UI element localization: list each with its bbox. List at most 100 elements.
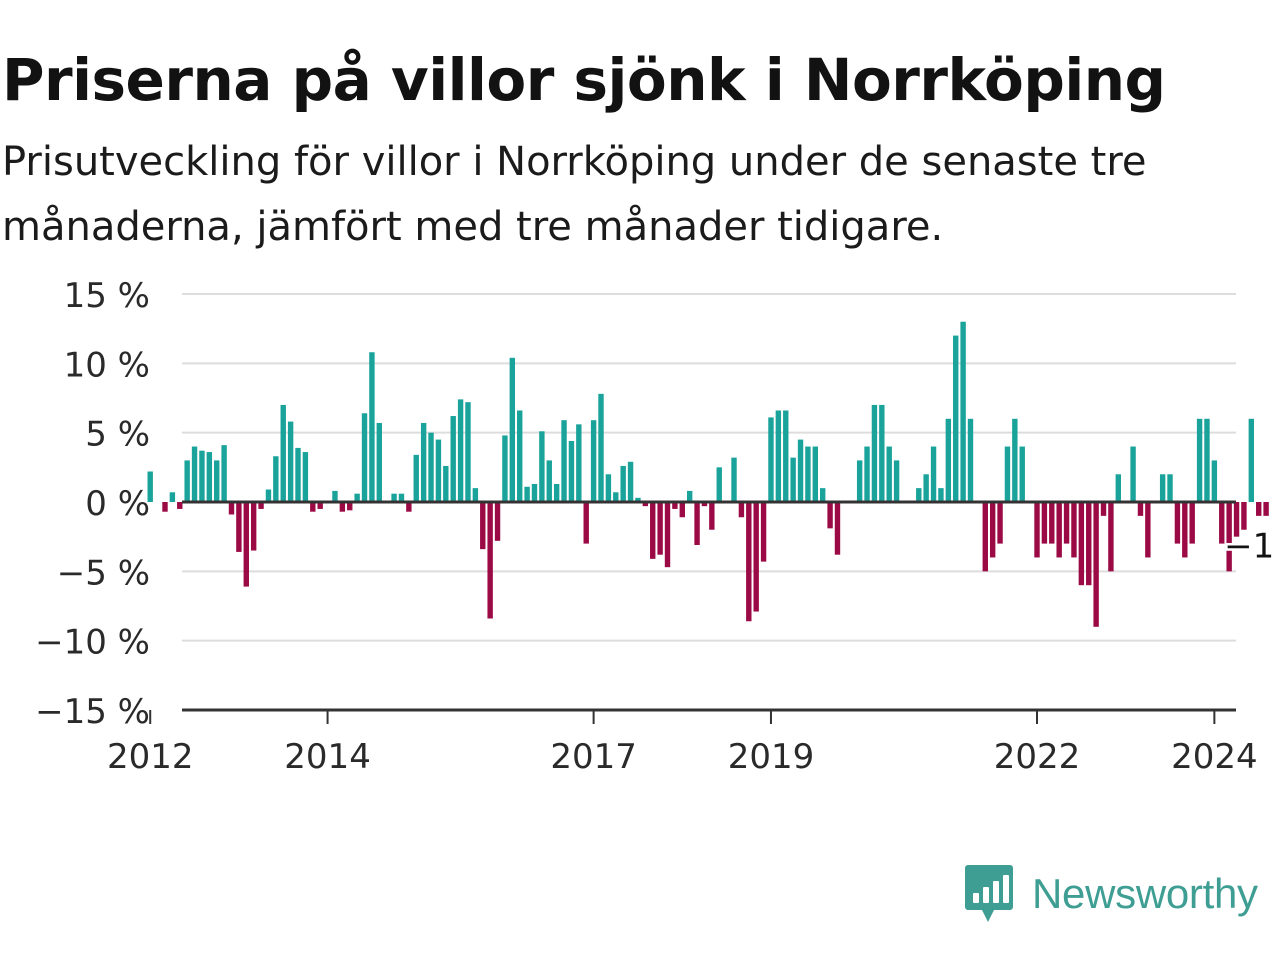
bar xyxy=(923,474,929,502)
bar xyxy=(590,420,597,502)
bar xyxy=(960,321,966,502)
bar xyxy=(420,422,427,502)
bar xyxy=(517,410,523,502)
bar xyxy=(694,502,700,545)
chart-title: Priserna på villor sjönk i Norrköping xyxy=(2,46,1166,114)
newsworthy-icon xyxy=(965,865,1013,922)
bar xyxy=(561,420,567,502)
bar xyxy=(679,502,685,518)
bar xyxy=(361,413,368,502)
bar xyxy=(627,461,634,502)
bar xyxy=(834,502,841,555)
bar-chart: 15 % 10 % 5 % 0 % −5 % −10 % −15 % 2012 2014 2017… xyxy=(35,276,1280,777)
bar xyxy=(228,502,235,515)
bar xyxy=(1130,446,1136,502)
bar xyxy=(1071,502,1077,558)
bar xyxy=(273,456,279,502)
bar xyxy=(1063,502,1070,544)
bar xyxy=(199,450,205,502)
bar xyxy=(147,471,153,502)
bar xyxy=(1196,418,1203,502)
y-tick-label: 0 % xyxy=(85,484,150,524)
bar xyxy=(1204,418,1210,502)
y-tick-label: 5 % xyxy=(85,415,150,455)
bar xyxy=(989,502,996,558)
bar xyxy=(982,502,988,572)
bar xyxy=(450,416,456,502)
bar xyxy=(258,502,264,509)
bar xyxy=(635,497,641,502)
bar xyxy=(642,502,649,507)
bar xyxy=(310,502,316,512)
bar xyxy=(214,460,220,502)
bar xyxy=(539,431,545,502)
bar xyxy=(1182,502,1188,558)
bar xyxy=(820,488,826,502)
bar xyxy=(893,460,900,502)
bar xyxy=(864,446,870,502)
bar xyxy=(509,357,516,502)
bar xyxy=(376,422,382,502)
bar xyxy=(812,446,819,502)
bar xyxy=(1093,502,1099,627)
bar xyxy=(716,467,722,502)
bar xyxy=(583,502,589,544)
bar xyxy=(686,490,693,502)
bar xyxy=(953,335,959,502)
bar xyxy=(886,446,892,502)
bar xyxy=(465,402,471,502)
bar xyxy=(457,399,464,502)
bar xyxy=(768,417,774,502)
bar xyxy=(997,502,1003,544)
bar xyxy=(805,446,811,502)
bar xyxy=(206,452,213,502)
bar xyxy=(1137,502,1144,516)
last-value-label: −1 % xyxy=(1224,527,1280,567)
bar xyxy=(1256,502,1262,516)
x-tick-label: 2014 xyxy=(284,737,371,777)
bar xyxy=(391,493,397,502)
bar xyxy=(1056,502,1062,558)
bar xyxy=(250,502,257,551)
bar xyxy=(672,502,678,509)
bar xyxy=(435,439,442,502)
bar xyxy=(871,404,878,502)
bar xyxy=(280,404,286,502)
bar xyxy=(162,502,168,512)
bar xyxy=(945,418,952,502)
bar xyxy=(797,439,804,502)
x-tick-label: 2012 xyxy=(107,737,194,777)
y-tick-label: 10 % xyxy=(64,345,150,385)
bar xyxy=(295,447,301,502)
y-tick-label: 15 % xyxy=(64,276,150,316)
bar xyxy=(576,424,582,502)
bar xyxy=(317,502,323,509)
bar xyxy=(398,493,405,502)
bar xyxy=(1211,460,1218,502)
bar xyxy=(413,454,419,502)
bar xyxy=(879,404,885,502)
bar xyxy=(1241,502,1247,530)
bar xyxy=(1233,502,1240,537)
bar xyxy=(753,502,759,612)
bar xyxy=(1049,502,1055,544)
bar xyxy=(760,502,767,562)
bar xyxy=(406,502,412,512)
bar xyxy=(1019,446,1025,502)
bar xyxy=(1086,502,1092,586)
bar xyxy=(169,492,176,502)
bar xyxy=(531,483,538,502)
bar xyxy=(243,502,249,587)
chart-subtitle: Prisutveckling för villor i Norrköping u… xyxy=(2,139,1147,250)
bar xyxy=(930,446,937,502)
bar xyxy=(650,502,656,559)
bar xyxy=(1263,502,1269,516)
bar xyxy=(1078,502,1085,586)
bar xyxy=(657,502,663,555)
y-tick-label: −10 % xyxy=(35,623,150,663)
bar xyxy=(620,465,626,502)
bar xyxy=(265,489,272,502)
bar xyxy=(302,452,309,502)
bar xyxy=(524,486,530,502)
x-tick-label: 2019 xyxy=(728,737,815,777)
